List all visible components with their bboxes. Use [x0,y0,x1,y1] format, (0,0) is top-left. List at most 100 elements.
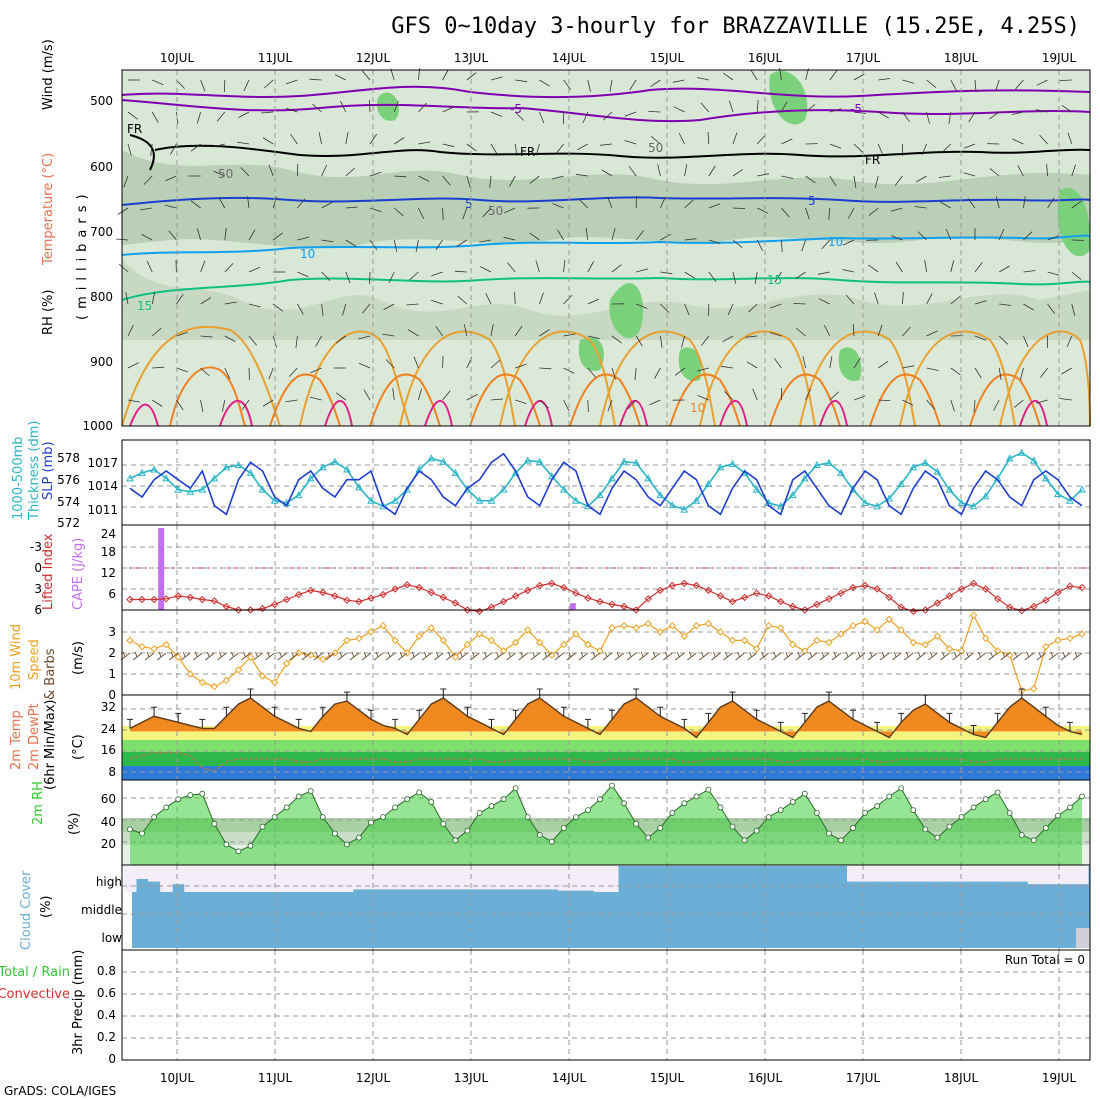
rh2m-point-69 [958,814,965,820]
barb-5-4 [224,228,227,241]
barb-3-36 [989,168,1000,177]
cloud-high-bar-37 [569,866,583,891]
wind-tick-1: 1 [108,667,116,681]
wind-barb-36 [554,651,565,661]
barb-5-21 [635,230,644,241]
day-label-top-10JUL: 10JUL [160,51,195,65]
barb-3-34 [938,175,951,178]
barb-6-32 [895,261,903,273]
wind-barb-65 [904,651,914,661]
barb-10-34 [950,399,955,412]
thickness-point-48 [704,479,713,487]
barb-6-26 [754,271,758,284]
day-label-top-13JUL: 13JUL [454,51,489,65]
barb-7-38 [1047,303,1056,314]
barb-3-10 [369,171,382,177]
slp-tick-1014: 1014 [87,479,118,493]
cloud-high-bar-79 [1076,866,1089,885]
wind-barb-1 [132,651,143,661]
day-label-bottom-14JUL: 14JUL [552,1071,587,1085]
barb-4-7 [297,198,306,209]
barb-8-14 [463,324,468,337]
wind-speed-point-79 [1078,630,1086,638]
precip-tick-0.6: 0.6 [97,986,116,1000]
lifted-index-point-16 [319,588,327,597]
cloud-label-1: Cloud Cover [19,870,34,950]
wind-speed-point-27 [451,653,460,661]
barb-3-16 [509,175,516,187]
barb-4-22 [660,196,666,209]
lifted-index-point-6 [198,595,207,604]
rh2m-point-73 [1006,810,1013,816]
wind-barb-76 [1036,651,1047,661]
wind-speed-point-12 [270,678,279,687]
rh2m-point-75 [1030,837,1037,844]
chart-title: GFS 0~10day 3-hourly for BRAZZAVILLE (15… [391,14,1080,39]
slp-tick-1011: 1011 [87,503,118,517]
cloud-high-bar-63 [883,866,896,882]
slp-tick-1017: 1017 [87,456,118,470]
thickness-point-23 [403,485,412,493]
barb-4-33 [914,206,927,209]
lifted-index-point-11 [258,604,267,613]
thickness-point-58 [825,458,833,466]
barb-8-7 [295,335,298,348]
wind-barb-31 [494,651,504,661]
barb-4-37 [1023,196,1026,209]
temp-minmax-bar-20 [368,709,375,720]
barb-4-27 [781,207,790,218]
wind-barb-63 [879,651,890,661]
barb-3-2 [165,175,177,182]
lifted-index-point-9 [234,606,243,614]
lifted-index-point-77 [1054,588,1062,597]
barb-4-0 [117,207,129,215]
thickness-point-66 [921,458,930,466]
barb-9-6 [268,367,274,380]
barb-10-25 [724,391,734,401]
day-label-bottom-11JUL: 11JUL [258,1071,293,1085]
thickness-point-46 [680,505,689,513]
thickness-tick-578: 578 [57,451,80,465]
lifted-index-point-18 [343,596,351,604]
cloud-high-bar-22 [389,866,402,890]
barb-1-20 [602,111,613,121]
thickness-tick-572: 572 [57,516,80,530]
barb-8-19 [587,335,600,340]
cloud-high-bar-24 [413,866,426,890]
thickness-point-56 [800,474,809,482]
rh2m-point-50 [729,823,736,830]
barb-2-17 [535,143,540,156]
thickness-point-73 [1005,454,1014,462]
barb-6-30 [842,269,855,273]
wind-barb-19 [349,651,360,661]
barb-7-28 [793,303,806,305]
wind-speed-point-10 [246,653,255,661]
rh2m-point-27 [452,837,459,844]
barb-1-7 [285,107,298,113]
barb-2-8 [318,132,322,145]
lifted-index-point-0 [126,595,134,604]
barb-0-19 [587,79,591,92]
barb-0-6 [264,79,274,89]
barb-3-33 [916,175,927,183]
thickness-point-16 [318,463,327,471]
temp-minmax-bar-76 [1042,706,1049,717]
wind-speed-point-58 [825,638,833,647]
barb-2-18 [555,143,564,154]
wind-speed-point-0 [126,636,134,645]
pressure-tick-700: 700 [90,225,113,239]
barb-4-14 [462,207,468,220]
lifted-index-point-44 [656,586,664,595]
barb-2-5 [237,141,250,145]
cloud-high-bar-71 [979,866,993,882]
wind-barb-71 [976,651,986,661]
cloud-high-bar-15 [304,866,318,892]
barb-5-38 [1047,235,1059,241]
barb-1-17 [539,111,545,124]
cloud-high-bar-32 [509,866,523,890]
lifted-index-point-37 [572,589,580,597]
barb-3-28 [805,175,816,184]
barb-8-13 [435,325,443,337]
barb-8-31 [877,324,883,337]
barb-0-31 [878,78,891,81]
